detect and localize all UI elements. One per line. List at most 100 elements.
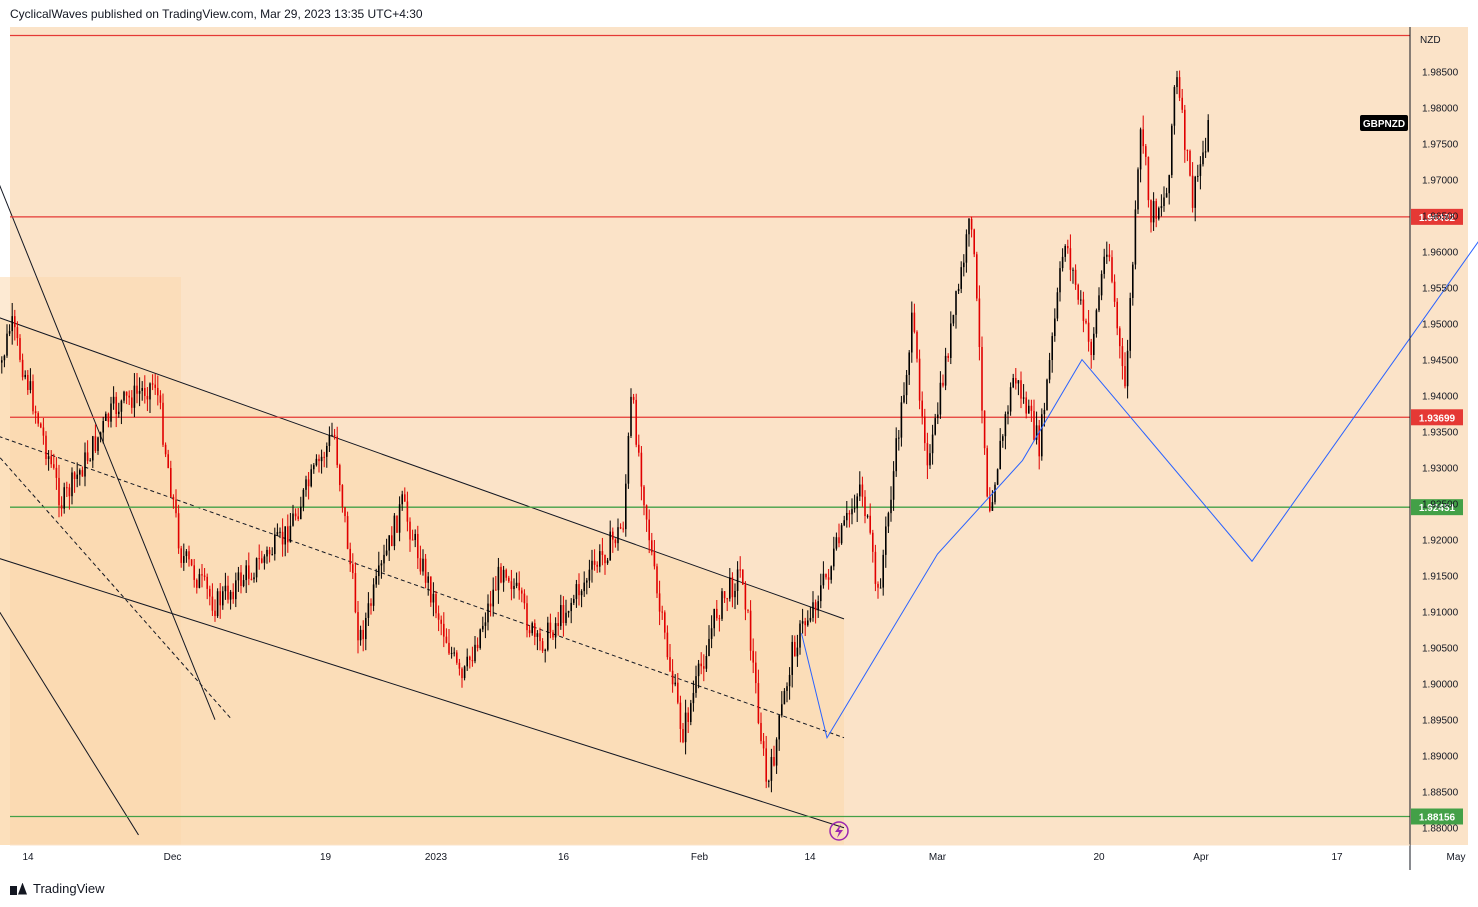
candle-body bbox=[544, 649, 546, 651]
candle-body bbox=[102, 420, 104, 433]
candle-body bbox=[424, 558, 427, 583]
candle-body bbox=[487, 603, 489, 623]
candle-body bbox=[378, 565, 380, 577]
price-axis-background[interactable] bbox=[1410, 27, 1468, 845]
price-tick-label: 1.88500 bbox=[1422, 788, 1459, 799]
candle-body bbox=[162, 402, 164, 445]
candle-body bbox=[892, 471, 895, 500]
outer-dashed-line[interactable] bbox=[0, 432, 233, 721]
candle-body bbox=[92, 436, 94, 461]
candle-body bbox=[105, 413, 107, 421]
candle-body bbox=[513, 585, 515, 590]
outer-trend-line[interactable] bbox=[0, 576, 139, 836]
candle-body bbox=[596, 564, 598, 567]
candle-body bbox=[807, 620, 809, 626]
candle-body bbox=[1061, 256, 1064, 269]
candle-body bbox=[398, 504, 401, 533]
candle-body bbox=[19, 338, 21, 360]
price-tick-label: 1.97000 bbox=[1422, 176, 1459, 187]
candle-body bbox=[437, 613, 440, 620]
candle-body bbox=[99, 432, 102, 438]
tradingview-logo-icon bbox=[10, 883, 28, 895]
candle-body bbox=[81, 470, 84, 477]
candle-body bbox=[414, 533, 416, 541]
candle-body bbox=[1155, 201, 1157, 219]
candle-body bbox=[1020, 380, 1022, 399]
channel-mid-line[interactable] bbox=[0, 432, 845, 739]
candle-body bbox=[370, 603, 372, 606]
candle-body bbox=[359, 629, 362, 641]
candle-body bbox=[276, 532, 279, 535]
candle-body bbox=[1059, 268, 1061, 293]
candle-body bbox=[674, 682, 676, 685]
replay-icon[interactable] bbox=[829, 821, 849, 841]
channel-lower-line[interactable] bbox=[0, 554, 845, 829]
candle-body bbox=[692, 692, 695, 704]
candle-body bbox=[448, 642, 450, 654]
time-tick-label: May bbox=[1447, 852, 1466, 863]
level-tag bbox=[1411, 808, 1463, 825]
candle-body bbox=[333, 434, 336, 437]
candle-body bbox=[196, 579, 198, 588]
price-tick-label: 1.97500 bbox=[1422, 140, 1459, 151]
candle-body bbox=[1067, 246, 1069, 249]
time-axis: 14Dec19202316Feb14Mar20Apr17May15Jun19Ju… bbox=[22, 852, 1466, 863]
channel-upper-line[interactable] bbox=[0, 313, 845, 620]
candle-body bbox=[801, 621, 804, 624]
projection-zigzag[interactable] bbox=[801, 165, 1478, 799]
tradingview-logo[interactable]: TradingView bbox=[10, 881, 105, 896]
time-tick-label: Mar bbox=[929, 852, 947, 863]
candle-body bbox=[110, 403, 112, 422]
candle-body bbox=[466, 656, 468, 667]
candle-body bbox=[606, 560, 609, 564]
candle-body bbox=[721, 591, 723, 619]
candle-body bbox=[47, 456, 50, 459]
candle-body bbox=[1051, 336, 1053, 361]
candle-body bbox=[302, 489, 305, 507]
outer-trend-line[interactable] bbox=[0, 129, 216, 720]
candle-body bbox=[1103, 256, 1105, 274]
candle-body bbox=[406, 501, 409, 522]
candle-body bbox=[240, 572, 242, 587]
candle-body bbox=[1054, 318, 1056, 337]
candle-body bbox=[648, 519, 650, 541]
candle-body bbox=[718, 618, 721, 620]
candle-body bbox=[794, 641, 796, 657]
candle-body bbox=[1012, 377, 1014, 388]
candle-body bbox=[981, 347, 983, 411]
candle-body bbox=[684, 712, 687, 743]
candle-body bbox=[710, 628, 713, 639]
candle-body bbox=[310, 469, 312, 487]
candle-body bbox=[445, 636, 448, 643]
projection-path bbox=[801, 165, 1478, 799]
candle-body bbox=[281, 531, 284, 545]
candle-body bbox=[136, 385, 138, 394]
candle-body bbox=[757, 683, 760, 723]
candle-body bbox=[1038, 425, 1040, 457]
candle-body bbox=[450, 652, 453, 654]
candle-body bbox=[697, 663, 700, 677]
candle-body bbox=[796, 647, 799, 657]
candle-body bbox=[931, 434, 934, 454]
time-tick-label: 14 bbox=[804, 852, 816, 863]
candle-body bbox=[682, 728, 684, 743]
candle-body bbox=[500, 566, 502, 583]
candle-body bbox=[651, 540, 653, 553]
candle-body bbox=[976, 254, 978, 299]
candle-body bbox=[950, 323, 952, 358]
candle-body bbox=[170, 468, 172, 497]
candle-body bbox=[518, 582, 520, 591]
symbol-badge: GBPNZD bbox=[1360, 115, 1408, 131]
candle-body bbox=[614, 539, 617, 544]
time-tick-label: 2023 bbox=[425, 852, 448, 863]
candle-body bbox=[32, 381, 34, 412]
candle-body bbox=[736, 569, 739, 591]
candle-body bbox=[677, 682, 679, 703]
candle-body bbox=[274, 534, 276, 555]
candle-body bbox=[237, 572, 240, 581]
candle-body bbox=[838, 537, 840, 544]
drawing-lines bbox=[0, 129, 845, 836]
candle-body bbox=[1064, 246, 1066, 257]
candle-body bbox=[695, 676, 697, 693]
